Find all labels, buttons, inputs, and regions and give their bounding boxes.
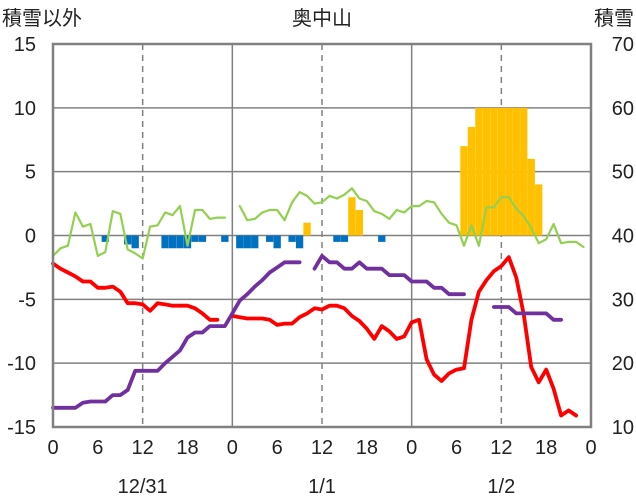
y-left-tick-label: 15 [14,34,36,56]
snow-bar [348,197,356,236]
snow-bar [490,107,498,236]
y-right-tick-label: 10 [612,417,634,439]
negative-bar [191,235,199,242]
snow-bar [505,107,513,236]
snow-bar [467,126,476,236]
y-left-tick-label: -15 [7,417,36,439]
plot-area-frame [51,42,593,429]
series-line [238,187,585,249]
y-right-tick-label: 50 [612,162,634,184]
y-left-tick-label: 0 [25,226,36,248]
x-tick-label: 6 [92,437,103,459]
date-label: 1/1 [308,476,336,498]
x-tick-label: 6 [272,437,283,459]
snow-bar [475,107,483,236]
negative-bar [101,235,109,242]
snow-bar [512,107,520,236]
negative-bar [236,235,244,249]
y-right-tick-label: 70 [612,34,634,56]
series-line [51,205,226,260]
negative-bar [168,235,177,249]
snow-bar [520,107,528,236]
x-tick-label: 0 [585,437,596,459]
series-line [51,260,302,410]
negative-bar [198,235,207,242]
y-left-tick-label: 10 [14,98,36,120]
negative-bar [251,235,259,249]
left-axis-title: 積雪以外 [2,6,82,30]
date-label: 1/2 [487,476,515,498]
y-left-tick-label: 5 [25,162,36,184]
x-tick-label: 12 [490,437,512,459]
negative-bar [124,235,132,245]
x-tick-label: 0 [227,437,238,459]
snow-bar [497,107,505,236]
negative-bar [176,235,184,249]
series-line [312,253,466,297]
y-left-tick-label: -10 [7,353,36,375]
series-line [491,305,563,322]
y-right-tick-label: 40 [612,226,634,248]
negative-bar [333,235,341,242]
y-right-tick-label: 30 [612,289,634,311]
snow-bar [460,146,468,236]
negative-bar [131,235,139,249]
negative-bar [378,235,386,242]
x-tick-label: 0 [47,437,58,459]
x-tick-label: 12 [132,437,154,459]
x-tick-label: 6 [451,437,462,459]
snow-bar [535,184,543,236]
snow-bar [527,158,535,236]
series-line [51,261,220,322]
snow-bar [303,222,311,236]
y-left-tick-label: -5 [18,289,36,311]
negative-bar [221,235,229,242]
x-tick-label: 12 [311,437,333,459]
right-axis-title: 積雪 [594,6,634,30]
y-right-tick-label: 20 [612,353,634,375]
negative-bar [161,235,169,249]
snow-bar [355,209,364,236]
snow-bar [482,107,491,236]
negative-bar [340,235,349,242]
x-tick-label: 18 [535,437,557,459]
negative-bar [288,235,296,242]
negative-bar [295,235,304,249]
negative-bar [243,235,251,249]
lines-layer [51,187,585,418]
x-tick-label: 18 [356,437,378,459]
x-tick-label: 0 [406,437,417,459]
series-line [230,255,578,418]
negative-bar [266,235,274,242]
chart-title: 奥中山 [292,6,352,30]
y-right-tick-label: 60 [612,98,634,120]
negative-bar [273,235,281,249]
x-tick-label: 18 [176,437,198,459]
date-label: 12/31 [118,476,168,498]
